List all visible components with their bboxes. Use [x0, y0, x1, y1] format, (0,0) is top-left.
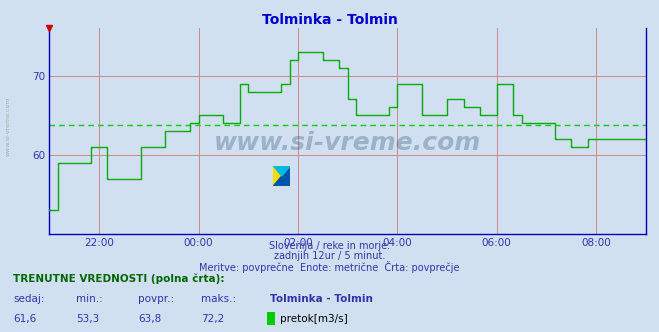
Text: www.si-vreme.com: www.si-vreme.com: [5, 96, 11, 156]
Polygon shape: [273, 166, 290, 176]
Text: www.si-vreme.com: www.si-vreme.com: [214, 131, 481, 155]
Text: zadnjih 12ur / 5 minut.: zadnjih 12ur / 5 minut.: [273, 251, 386, 261]
Text: povpr.:: povpr.:: [138, 294, 175, 304]
Text: Slovenija / reke in morje.: Slovenija / reke in morje.: [269, 241, 390, 251]
Text: Tolminka - Tolmin: Tolminka - Tolmin: [262, 13, 397, 27]
Polygon shape: [273, 166, 290, 186]
Text: 61,6: 61,6: [13, 314, 36, 324]
Text: sedaj:: sedaj:: [13, 294, 45, 304]
Text: 63,8: 63,8: [138, 314, 161, 324]
Text: 53,3: 53,3: [76, 314, 99, 324]
Text: TRENUTNE VREDNOSTI (polna črta):: TRENUTNE VREDNOSTI (polna črta):: [13, 274, 225, 285]
Text: maks.:: maks.:: [201, 294, 236, 304]
Text: 72,2: 72,2: [201, 314, 224, 324]
Text: min.:: min.:: [76, 294, 103, 304]
Text: Meritve: povprečne  Enote: metrične  Črta: povprečje: Meritve: povprečne Enote: metrične Črta:…: [199, 261, 460, 273]
Text: pretok[m3/s]: pretok[m3/s]: [280, 314, 348, 324]
Polygon shape: [273, 166, 290, 186]
Text: Tolminka - Tolmin: Tolminka - Tolmin: [270, 294, 373, 304]
